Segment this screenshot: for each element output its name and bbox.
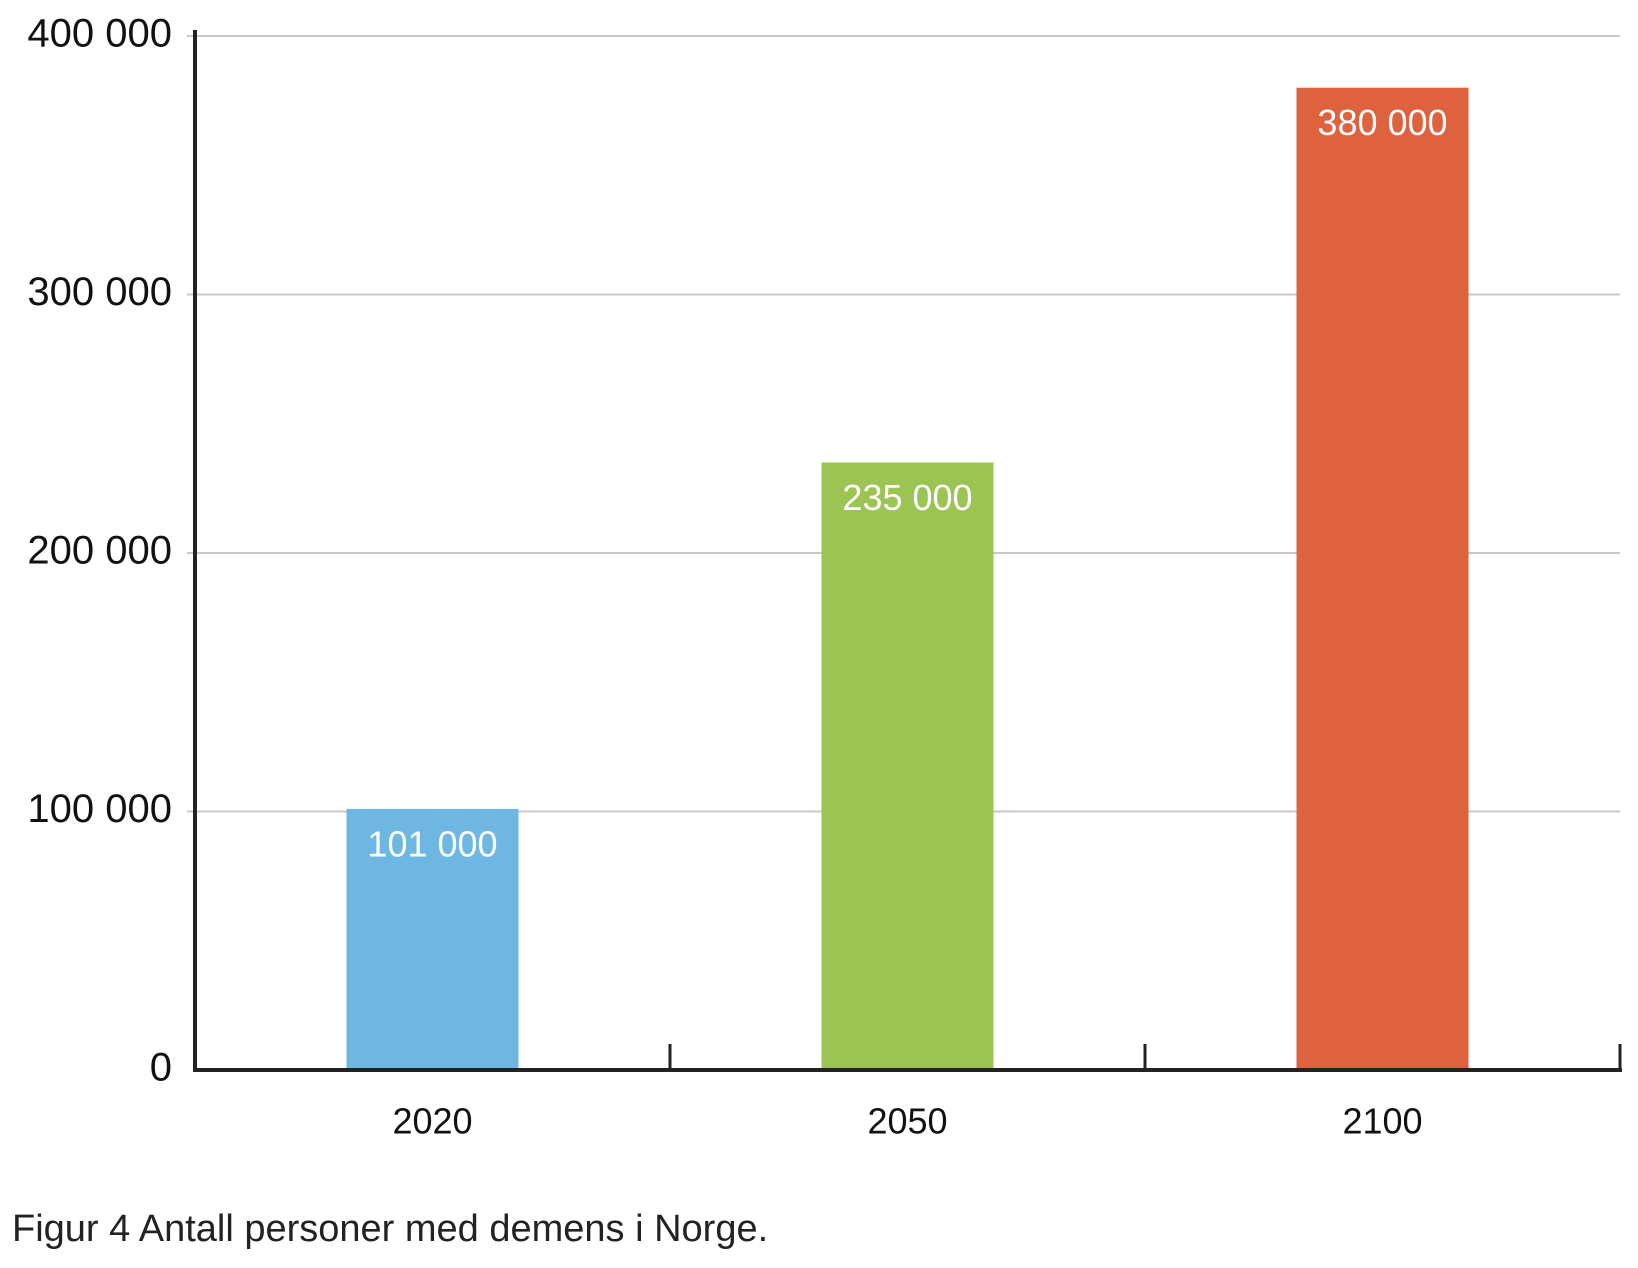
y-tick-label: 0 (150, 1046, 172, 1090)
figure-caption: Figur 4 Antall personer med demens i Nor… (12, 1208, 769, 1250)
y-tick-label: 400 000 (27, 12, 172, 56)
y-tick-label: 300 000 (27, 270, 172, 314)
bar-2050 (821, 462, 994, 1070)
bar-2100 (1296, 87, 1469, 1070)
x-tick-label: 2020 (392, 1101, 472, 1142)
y-tick-label: 100 000 (27, 787, 172, 831)
bar-2020 (346, 808, 519, 1070)
x-tick-label: 2100 (1342, 1101, 1422, 1142)
data-label: 235 000 (842, 477, 972, 518)
x-tick-label: 2050 (867, 1101, 947, 1142)
bar-chart: 0 100 000 200 000 300 000 400 000 101 000 2020… (27, 12, 1622, 1142)
data-label: 380 000 (1317, 102, 1447, 143)
y-tick-label: 200 000 (27, 529, 172, 573)
data-label: 101 000 (367, 823, 497, 864)
